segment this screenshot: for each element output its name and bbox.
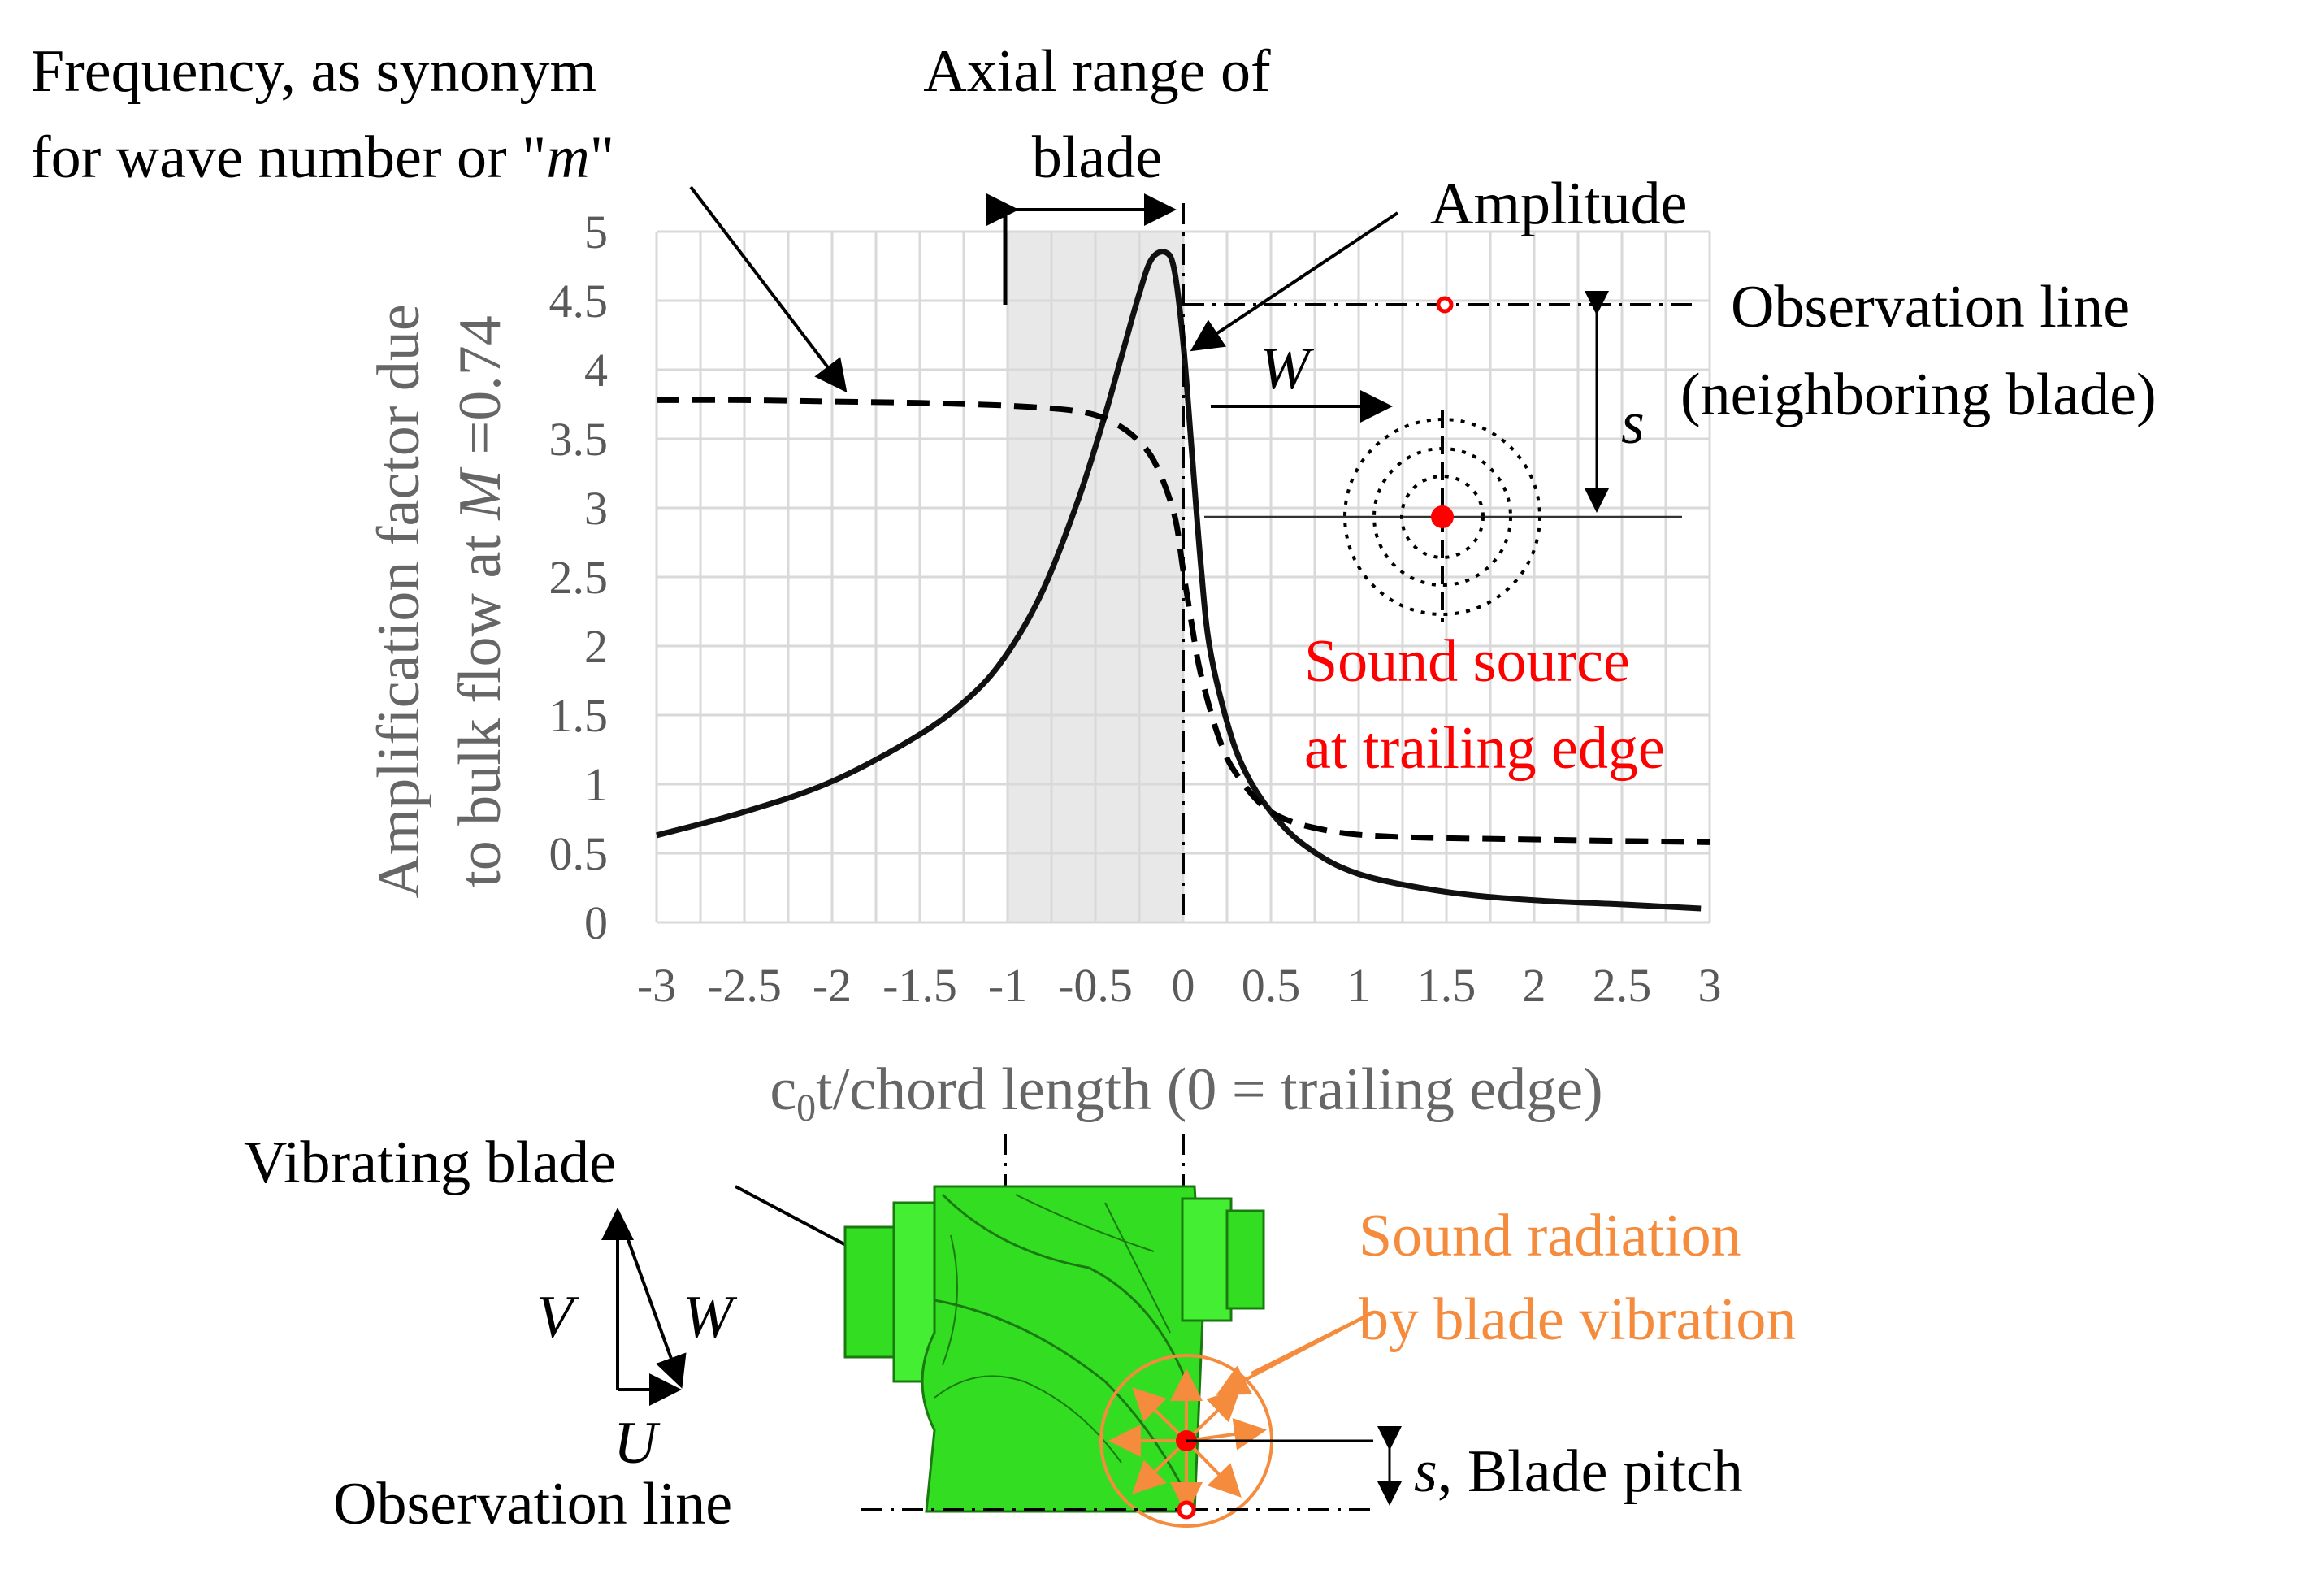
sound-radiation-label-2: by blade vibration — [1359, 1286, 1796, 1353]
x-tick-label: 1 — [1347, 959, 1371, 1012]
v-velocity-label: V — [536, 1284, 579, 1351]
series-line-solid — [656, 249, 1702, 912]
sound-radiation-pointer-2 — [1251, 1311, 1374, 1375]
sound-radiation-arrows — [1108, 1368, 1267, 1515]
observation-line-label-1: Observation line — [1731, 274, 2130, 340]
s-dimension-label: s — [1621, 390, 1645, 457]
y-tick-label: 5 — [584, 206, 608, 258]
observation-line-label-2: (neighboring blade) — [1680, 362, 2157, 428]
vibrating-blade-label: Vibrating blade — [244, 1130, 616, 1196]
sound-source-point — [1431, 505, 1454, 528]
amplification-chart: -3 -2.5 -2 -1.5 -1 -0.5 0 0.5 1 1.5 2 2.5 3 0 0.5 1 1.5… — [549, 203, 1722, 1012]
axial-range-label-line1: Axial range of — [923, 38, 1271, 105]
observation-point-top — [1436, 296, 1454, 314]
x-tick-label: 1.5 — [1417, 959, 1476, 1012]
x-tick-label: -1.5 — [882, 959, 957, 1012]
u-velocity-label: U — [614, 1410, 661, 1477]
y-tick-label: 4.5 — [549, 275, 609, 327]
frequency-label-line1: Frequency, as synonym — [31, 38, 596, 105]
series-line-dashed — [656, 397, 1710, 845]
amplitude-arrow — [1190, 211, 1399, 352]
y-tick-label: 0 — [584, 896, 608, 949]
y-axis-label-line1: Amplification factor due — [366, 304, 432, 899]
observation-point-bottom — [1177, 1500, 1196, 1520]
blade-pitch-label: s, Blade pitch — [1414, 1438, 1743, 1505]
x-tick-label: -1 — [988, 959, 1027, 1012]
x-tick-label: 2.5 — [1593, 959, 1652, 1012]
y-tick-label: 3 — [584, 482, 608, 535]
sound-source-label-2: at trailing edge — [1304, 715, 1665, 782]
w-velocity-label-bottom: W — [683, 1284, 738, 1351]
x-tick-label: -3 — [637, 959, 676, 1012]
x-axis-label: c0t/chord length (0 = trailing edge) — [770, 1056, 1602, 1130]
observation-line-bottom-label: Observation line — [333, 1471, 732, 1537]
x-tick-label: 2 — [1523, 959, 1546, 1012]
y-tick-label: 1.5 — [549, 689, 609, 742]
y-tick-label: 2 — [584, 620, 608, 673]
y-axis-label-line2: to bulk flow at M =0.74 — [447, 315, 514, 887]
impeller-illustration — [843, 1185, 1265, 1513]
x-tick-label: 0 — [1172, 959, 1195, 1012]
frequency-pointer-arrow — [689, 185, 848, 393]
y-tick-label: 0.5 — [549, 827, 609, 880]
y-tick-labels: 0 0.5 1 1.5 2 2.5 3 3.5 4 4.5 5 — [549, 206, 609, 949]
sound-radiation-label-1: Sound radiation — [1359, 1203, 1741, 1269]
sound-source-label-1: Sound source — [1304, 628, 1630, 695]
x-tick-label: -2 — [813, 959, 852, 1012]
y-tick-label: 2.5 — [549, 551, 609, 604]
x-tick-label: -0.5 — [1058, 959, 1133, 1012]
y-tick-label: 3.5 — [549, 413, 609, 466]
amplitude-label: Amplitude — [1430, 171, 1688, 237]
y-tick-label: 1 — [584, 758, 608, 811]
w-velocity-label: W — [1260, 336, 1315, 402]
velocity-triangle — [601, 1208, 687, 1406]
x-tick-label: 0.5 — [1242, 959, 1301, 1012]
axial-range-label-line2: blade — [1032, 124, 1162, 191]
x-tick-label: 3 — [1698, 959, 1722, 1012]
frequency-label-line2: for wave number or "m" — [31, 124, 614, 191]
x-tick-labels: -3 -2.5 -2 -1.5 -1 -0.5 0 0.5 1 1.5 2 2.5 3 — [637, 959, 1722, 1012]
x-tick-label: -2.5 — [707, 959, 782, 1012]
chart-series — [656, 249, 1710, 912]
y-tick-label: 4 — [584, 344, 608, 397]
